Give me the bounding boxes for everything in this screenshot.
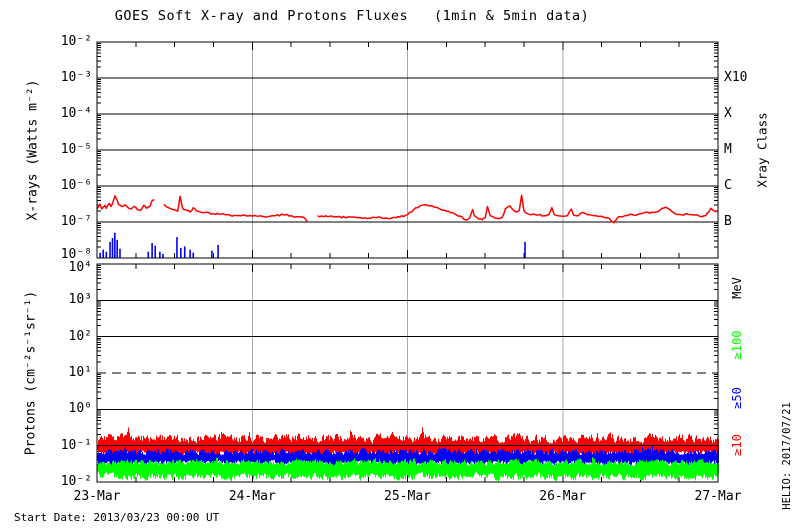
xray-class-axis-label: Xray Class — [754, 112, 770, 188]
xray-class-letter: M — [724, 142, 732, 157]
mev-axis-label: MeV — [730, 277, 744, 299]
xray-y-tick-label: 10⁻⁶ — [60, 178, 92, 193]
xray-class-letter: X — [724, 106, 732, 121]
xray-y-tick-label: 10⁻² — [60, 34, 92, 49]
xray-y-tick-label: 10⁻⁴ — [60, 106, 92, 121]
proton-y-tick-label: 10¹ — [68, 365, 92, 380]
proton-y-tick-label: 10⁻¹ — [60, 437, 92, 453]
x-tick-label: 25-Mar — [384, 489, 431, 504]
start-date-label: Start Date: 2013/03/23 00:00 UT — [14, 511, 220, 524]
xray-class-letter: B — [724, 214, 732, 229]
proton-ge50-legend: ≥50 — [730, 387, 744, 409]
x-tick-label: 26-Mar — [539, 489, 587, 504]
proton-y-tick-label: 10⁰ — [68, 401, 92, 417]
chart-title: GOES Soft X-ray and Protons Fluxes (1min… — [114, 8, 590, 24]
x-tick-label: 23-Mar — [73, 489, 121, 504]
helio-stamp: HELIO: 2017/07/21 — [781, 402, 793, 510]
xray-class-letter: C — [724, 178, 732, 193]
proton-y-tick-label: 10³ — [68, 292, 92, 308]
xray-y-tick-label: 10⁻⁷ — [60, 214, 92, 229]
x-tick-label: 24-Mar — [228, 489, 276, 504]
proton-y-tick-label: 10⁻² — [60, 474, 92, 489]
xray-y-tick-label: 10⁻⁸ — [60, 247, 92, 262]
proton-ge100-legend: ≥100 — [730, 330, 744, 360]
x-tick-label: 27-Mar — [694, 489, 742, 504]
xray-class-letter: X10 — [724, 70, 748, 85]
proton-ge10-legend: ≥10 — [730, 434, 744, 456]
proton-y-tick-label: 10² — [68, 328, 92, 344]
xray-y-tick-label: 10⁻³ — [60, 70, 92, 85]
proton-y-tick-label: 10⁴ — [68, 260, 92, 275]
xray-y-tick-label: 10⁻⁵ — [60, 142, 92, 157]
